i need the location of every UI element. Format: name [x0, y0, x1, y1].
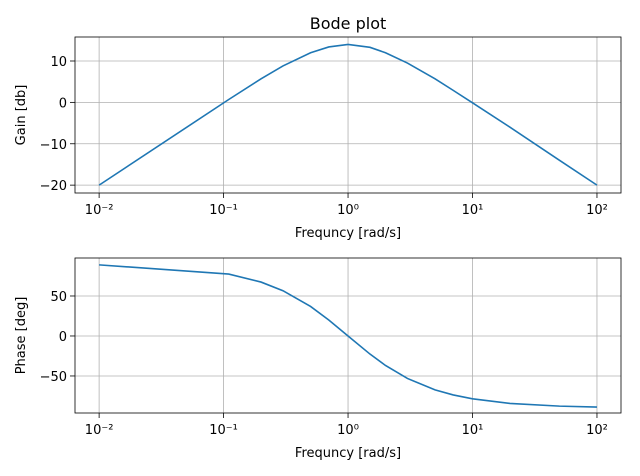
y-axis-label: Phase [deg]	[14, 297, 29, 375]
chart-title: Bode plot	[310, 14, 387, 33]
line-series	[99, 264, 597, 408]
x-tick-label: 10¹	[462, 423, 484, 438]
x-axis-label: Frequncy [rad/s]	[295, 226, 401, 241]
y-tick-label: 0	[59, 330, 67, 345]
x-tick-label: 10⁻¹	[209, 203, 238, 218]
x-tick-label: 10⁰	[337, 423, 359, 438]
y-tick-label: −10	[40, 138, 67, 153]
x-tick-label: 10²	[586, 203, 608, 218]
x-tick-label: 10⁻¹	[209, 423, 238, 438]
line-series	[98, 43, 598, 186]
y-tick-label: 10	[50, 55, 67, 70]
y-tick-label: 0	[59, 96, 67, 111]
x-axis-label: Frequncy [rad/s]	[295, 446, 401, 461]
axes-frame	[74, 257, 622, 414]
y-tick-label: −50	[40, 370, 67, 385]
y-tick-label: 50	[50, 290, 67, 305]
axes-frame	[74, 36, 622, 194]
x-tick-label: 10¹	[462, 203, 484, 218]
y-axis-label: Gain [db]	[14, 85, 29, 146]
y-tick-label: −20	[40, 179, 67, 194]
x-tick-label: 10⁻²	[85, 423, 114, 438]
x-tick-label: 10⁰	[337, 203, 359, 218]
x-tick-label: 10⁻²	[85, 203, 114, 218]
x-tick-label: 10²	[586, 423, 608, 438]
